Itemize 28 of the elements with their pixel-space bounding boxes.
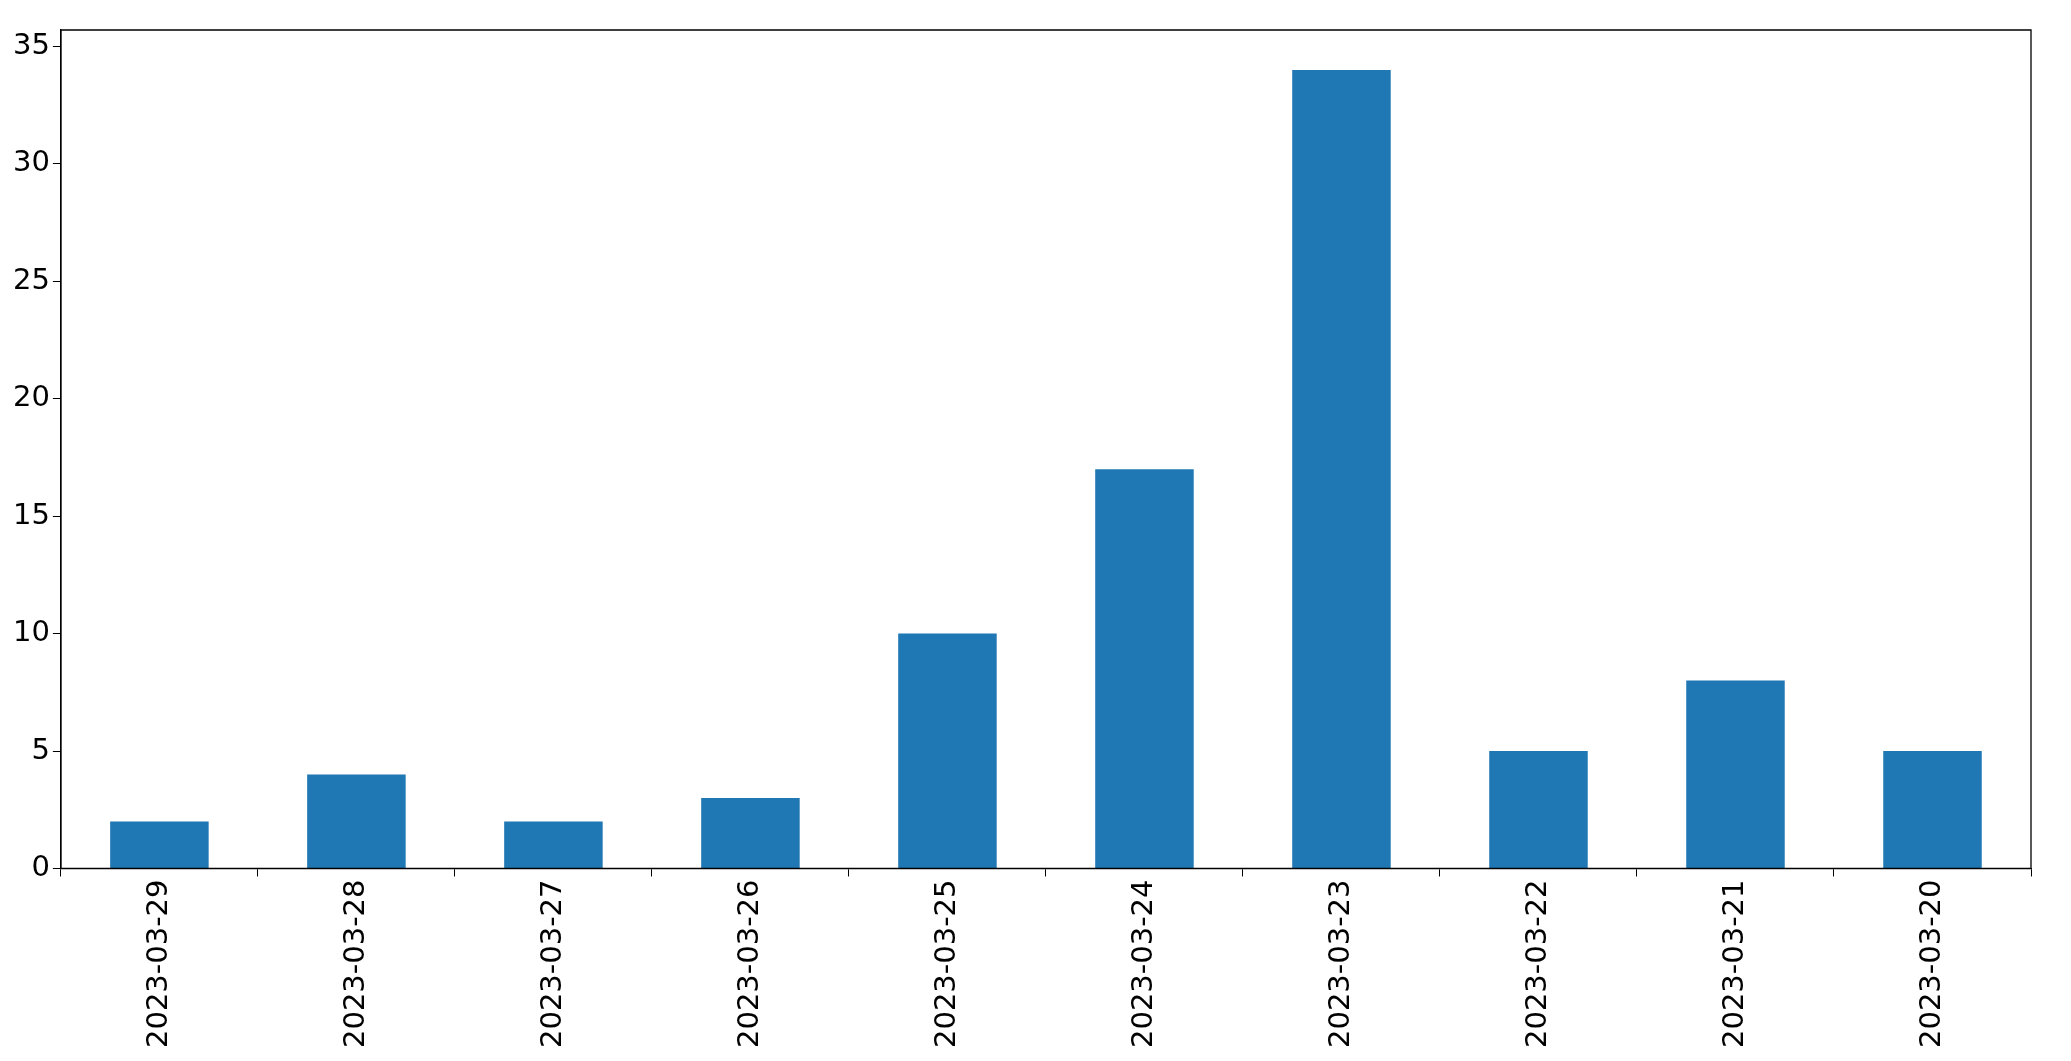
bar xyxy=(1883,751,1982,868)
bar xyxy=(110,821,209,868)
bar xyxy=(1686,680,1785,868)
bar xyxy=(307,774,406,868)
x-tick-label: 2023-03-29 xyxy=(139,879,174,1049)
y-tick-label: 15 xyxy=(13,496,50,531)
y-tick-label: 0 xyxy=(31,849,50,883)
y-tick-label: 30 xyxy=(13,144,50,179)
bar xyxy=(504,821,603,868)
x-tick-label: 2023-03-20 xyxy=(1913,879,1948,1049)
x-tick-label: 2023-03-24 xyxy=(1124,879,1159,1049)
y-tick-label: 10 xyxy=(13,614,50,649)
x-tick-label: 2023-03-23 xyxy=(1322,879,1356,1049)
y-tick-label: 5 xyxy=(31,731,50,766)
x-tick-label: 2023-03-28 xyxy=(336,879,371,1049)
bar xyxy=(1489,751,1588,868)
bar xyxy=(898,633,997,868)
y-tick-label: 35 xyxy=(13,26,50,61)
bar xyxy=(1292,69,1391,868)
x-tick-label: 2023-03-25 xyxy=(927,879,962,1049)
x-tick-label: 2023-03-21 xyxy=(1716,879,1751,1049)
x-tick-label: 2023-03-26 xyxy=(730,879,765,1049)
x-tick-label: 2023-03-27 xyxy=(533,879,568,1049)
bar xyxy=(1095,469,1194,868)
x-tick-label: 2023-03-22 xyxy=(1519,879,1554,1049)
bar xyxy=(701,798,800,868)
y-tick-label: 25 xyxy=(13,261,50,296)
y-tick-label: 20 xyxy=(13,379,50,414)
